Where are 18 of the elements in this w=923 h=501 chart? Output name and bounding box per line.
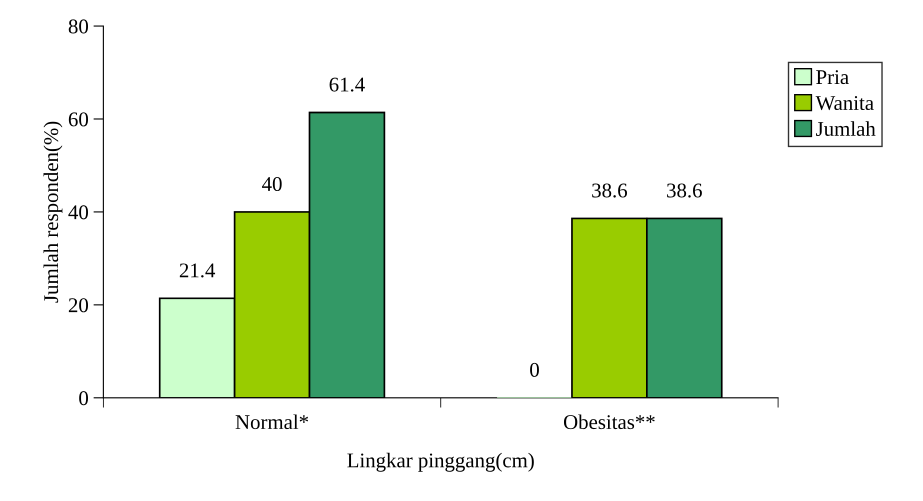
data-label: 40 (262, 176, 282, 192)
y-tick-label: 80 (68, 19, 88, 34)
y-tick-label: 0 (79, 391, 88, 406)
y-tick-label: 40 (68, 205, 88, 220)
y-tick-label: 60 (68, 112, 88, 126)
x-axis-title: Lingkar pinggang(cm) (347, 452, 534, 472)
x-tick-label: Normal* (236, 414, 308, 430)
y-tick-label: 20 (68, 298, 88, 312)
data-label: 38.6 (667, 183, 702, 198)
data-label: 38.6 (592, 183, 628, 198)
legend-label: Pria (816, 70, 849, 84)
data-label: 61.4 (330, 78, 365, 92)
data-label: 21.4 (180, 263, 216, 278)
y-axis-title: Jumlah responden(%) (44, 122, 62, 303)
legend-label: Jumlah (816, 121, 876, 136)
x-tick-label: Obesitas** (564, 414, 655, 430)
data-label: 0 (530, 362, 539, 377)
legend-label: Wanita (816, 96, 874, 110)
